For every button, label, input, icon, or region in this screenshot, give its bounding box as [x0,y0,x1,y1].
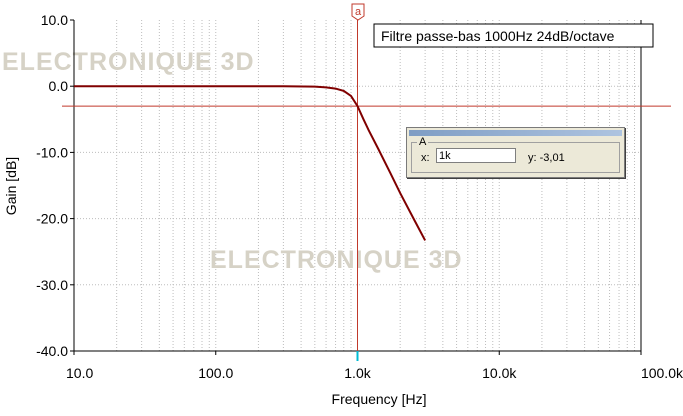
y-tick-labels: 10.0 0.0 -10.0 -20.0 -30.0 -40.0 [36,12,68,359]
chart-title-box: Filtre passe-bas 1000Hz 24dB/octave [373,23,654,48]
y-tick-label: -20.0 [36,211,68,227]
x-tick-label: 100.0 [198,365,233,381]
y-tick-label: 0.0 [49,78,69,94]
y-axis-label: Gain [dB] [3,157,19,215]
cursor-panel-titlebar[interactable] [409,130,622,136]
x-tick-label: 10.0k [482,365,517,381]
gain-curve [74,85,427,241]
grid [74,20,641,351]
cursor-x-label: x: [421,152,430,164]
x-tick-label: 100.0k [641,365,683,381]
cursor-group: A x: 1k y: -3,01 [411,136,620,173]
y-tick-label: -40.0 [36,343,68,359]
cursor-group-label: A [417,136,429,148]
x-tick-label: 1.0k [344,365,371,381]
x-axis-label: Frequency [Hz] [332,391,427,407]
watermark-center: ELECTRONIQUE 3D [210,246,463,274]
cursor-marker[interactable]: a [351,3,365,21]
x-tick-label: 10.0 [66,365,93,381]
y-tick-label: -30.0 [36,277,68,293]
cursor-marker-label: a [355,6,362,18]
chart-marks [62,19,671,361]
watermark-top: ELECTRONIQUE 3D [2,48,255,76]
cursor-readout-panel[interactable]: A x: 1k y: -3,01 [406,127,625,178]
cursor-x-input[interactable]: 1k [436,148,516,163]
chart-title: Filtre passe-bas 1000Hz 24dB/octave [381,28,615,44]
y-tick-label: 10.0 [41,12,68,28]
y-tick-label: -10.0 [36,144,68,160]
x-tick-labels: 10.0 100.0 1.0k 10.0k 100.0k [66,365,683,381]
cursor-y-readout: y: -3,01 [528,152,565,164]
